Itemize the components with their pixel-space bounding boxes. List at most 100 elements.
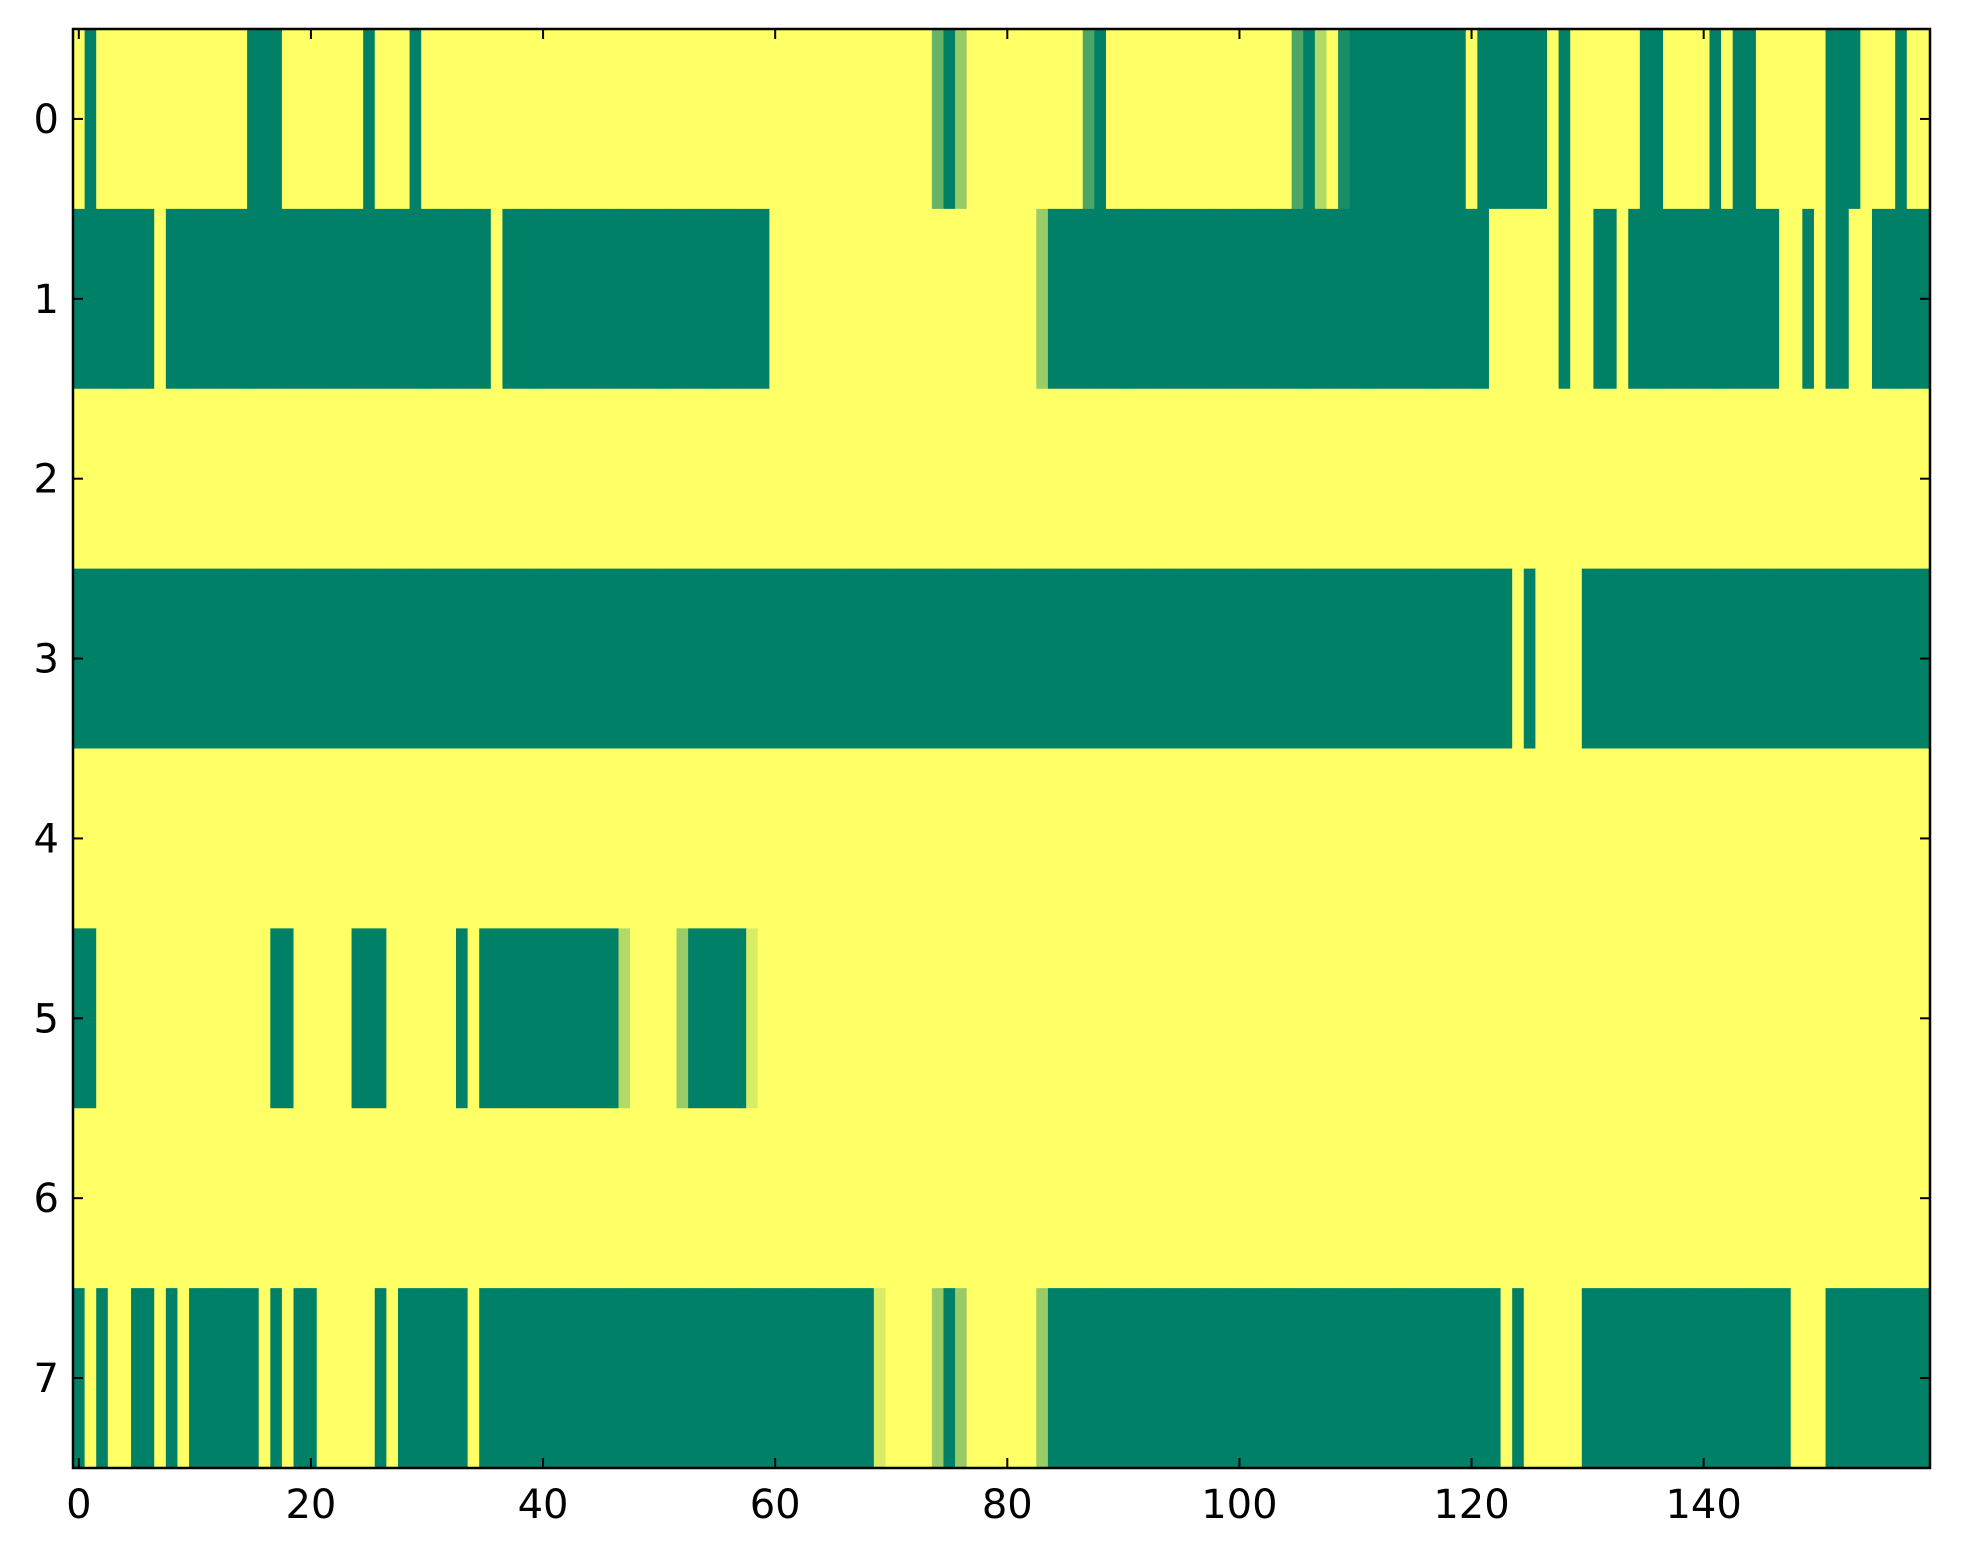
cell bbox=[223, 29, 237, 210]
cell bbox=[688, 568, 701, 750]
cell bbox=[131, 568, 144, 750]
cell bbox=[931, 208, 945, 390]
cell bbox=[943, 29, 956, 210]
cell bbox=[1291, 1288, 1304, 1469]
cell bbox=[84, 29, 97, 210]
cell bbox=[386, 29, 399, 210]
cell bbox=[1709, 748, 1722, 929]
cell bbox=[1198, 748, 1212, 929]
cell bbox=[1558, 928, 1571, 1109]
cell bbox=[1314, 1108, 1328, 1289]
cell bbox=[212, 1288, 225, 1469]
cell bbox=[1546, 1108, 1560, 1289]
cell bbox=[606, 568, 620, 750]
cell bbox=[1779, 1288, 1792, 1469]
cell bbox=[328, 568, 341, 750]
cell bbox=[653, 208, 666, 390]
cell bbox=[189, 568, 202, 750]
cell bbox=[154, 1288, 167, 1469]
cell bbox=[154, 1108, 167, 1289]
cell bbox=[595, 928, 608, 1109]
cell bbox=[107, 388, 121, 570]
cell bbox=[107, 568, 121, 750]
cell bbox=[1047, 29, 1061, 210]
cell bbox=[734, 388, 747, 570]
cell bbox=[1616, 1288, 1629, 1469]
cell bbox=[1500, 208, 1513, 390]
cell bbox=[1071, 208, 1084, 390]
cell bbox=[1454, 1288, 1467, 1469]
cell bbox=[746, 388, 759, 570]
cell bbox=[1535, 1108, 1548, 1289]
cell bbox=[1396, 29, 1409, 210]
cell bbox=[351, 928, 364, 1109]
cell bbox=[1082, 29, 1095, 210]
cell bbox=[1442, 1288, 1455, 1469]
cell bbox=[653, 1288, 666, 1469]
cell bbox=[606, 208, 620, 390]
cell bbox=[1187, 29, 1200, 210]
cell bbox=[1071, 928, 1084, 1109]
cell bbox=[850, 29, 863, 210]
cell bbox=[664, 568, 678, 750]
cell bbox=[1639, 1288, 1653, 1469]
cell bbox=[351, 748, 364, 929]
cell bbox=[1326, 1108, 1339, 1289]
cell bbox=[1581, 928, 1595, 1109]
cell bbox=[316, 388, 329, 570]
cell bbox=[664, 928, 678, 1109]
cell bbox=[1488, 388, 1502, 570]
cell bbox=[1767, 568, 1780, 750]
cell bbox=[1721, 568, 1734, 750]
cell bbox=[189, 1288, 202, 1469]
cell bbox=[131, 748, 144, 929]
cell bbox=[96, 208, 109, 390]
cell bbox=[502, 568, 515, 750]
cell bbox=[1407, 208, 1420, 390]
cell bbox=[1593, 388, 1606, 570]
cell bbox=[815, 928, 829, 1109]
cell bbox=[1674, 208, 1687, 390]
cell bbox=[386, 388, 399, 570]
cell bbox=[363, 928, 376, 1109]
cell bbox=[235, 928, 248, 1109]
cell bbox=[305, 29, 318, 210]
cell bbox=[1767, 928, 1780, 1109]
cell bbox=[827, 568, 840, 750]
cell bbox=[1488, 928, 1502, 1109]
cell bbox=[1407, 29, 1420, 210]
cell bbox=[1245, 1288, 1258, 1469]
cell bbox=[1848, 29, 1861, 210]
cell bbox=[572, 388, 585, 570]
cell bbox=[1570, 208, 1583, 390]
cell bbox=[1256, 388, 1270, 570]
cell bbox=[1790, 748, 1803, 929]
cell bbox=[1593, 748, 1606, 929]
cell bbox=[1744, 29, 1757, 210]
cell bbox=[444, 388, 457, 570]
x-tick-label: 100 bbox=[1201, 1482, 1277, 1528]
cell bbox=[1744, 928, 1757, 1109]
cell bbox=[606, 1288, 620, 1469]
cell bbox=[409, 1288, 422, 1469]
cell bbox=[839, 208, 852, 390]
cell bbox=[1140, 568, 1153, 750]
cell bbox=[1094, 1288, 1107, 1469]
cell bbox=[351, 208, 364, 390]
cell bbox=[572, 1288, 585, 1469]
cell bbox=[1303, 748, 1316, 929]
cell bbox=[1755, 928, 1769, 1109]
cell bbox=[467, 1288, 480, 1469]
cell bbox=[1024, 29, 1037, 210]
cell bbox=[223, 1108, 237, 1289]
cell bbox=[1094, 1108, 1107, 1289]
cell bbox=[1523, 388, 1536, 570]
cell bbox=[1175, 388, 1188, 570]
cell bbox=[792, 208, 805, 390]
cell bbox=[711, 928, 724, 1109]
cell bbox=[1233, 388, 1246, 570]
cell bbox=[1291, 1108, 1304, 1289]
cell bbox=[502, 388, 515, 570]
cell bbox=[502, 748, 515, 929]
cell bbox=[931, 748, 945, 929]
